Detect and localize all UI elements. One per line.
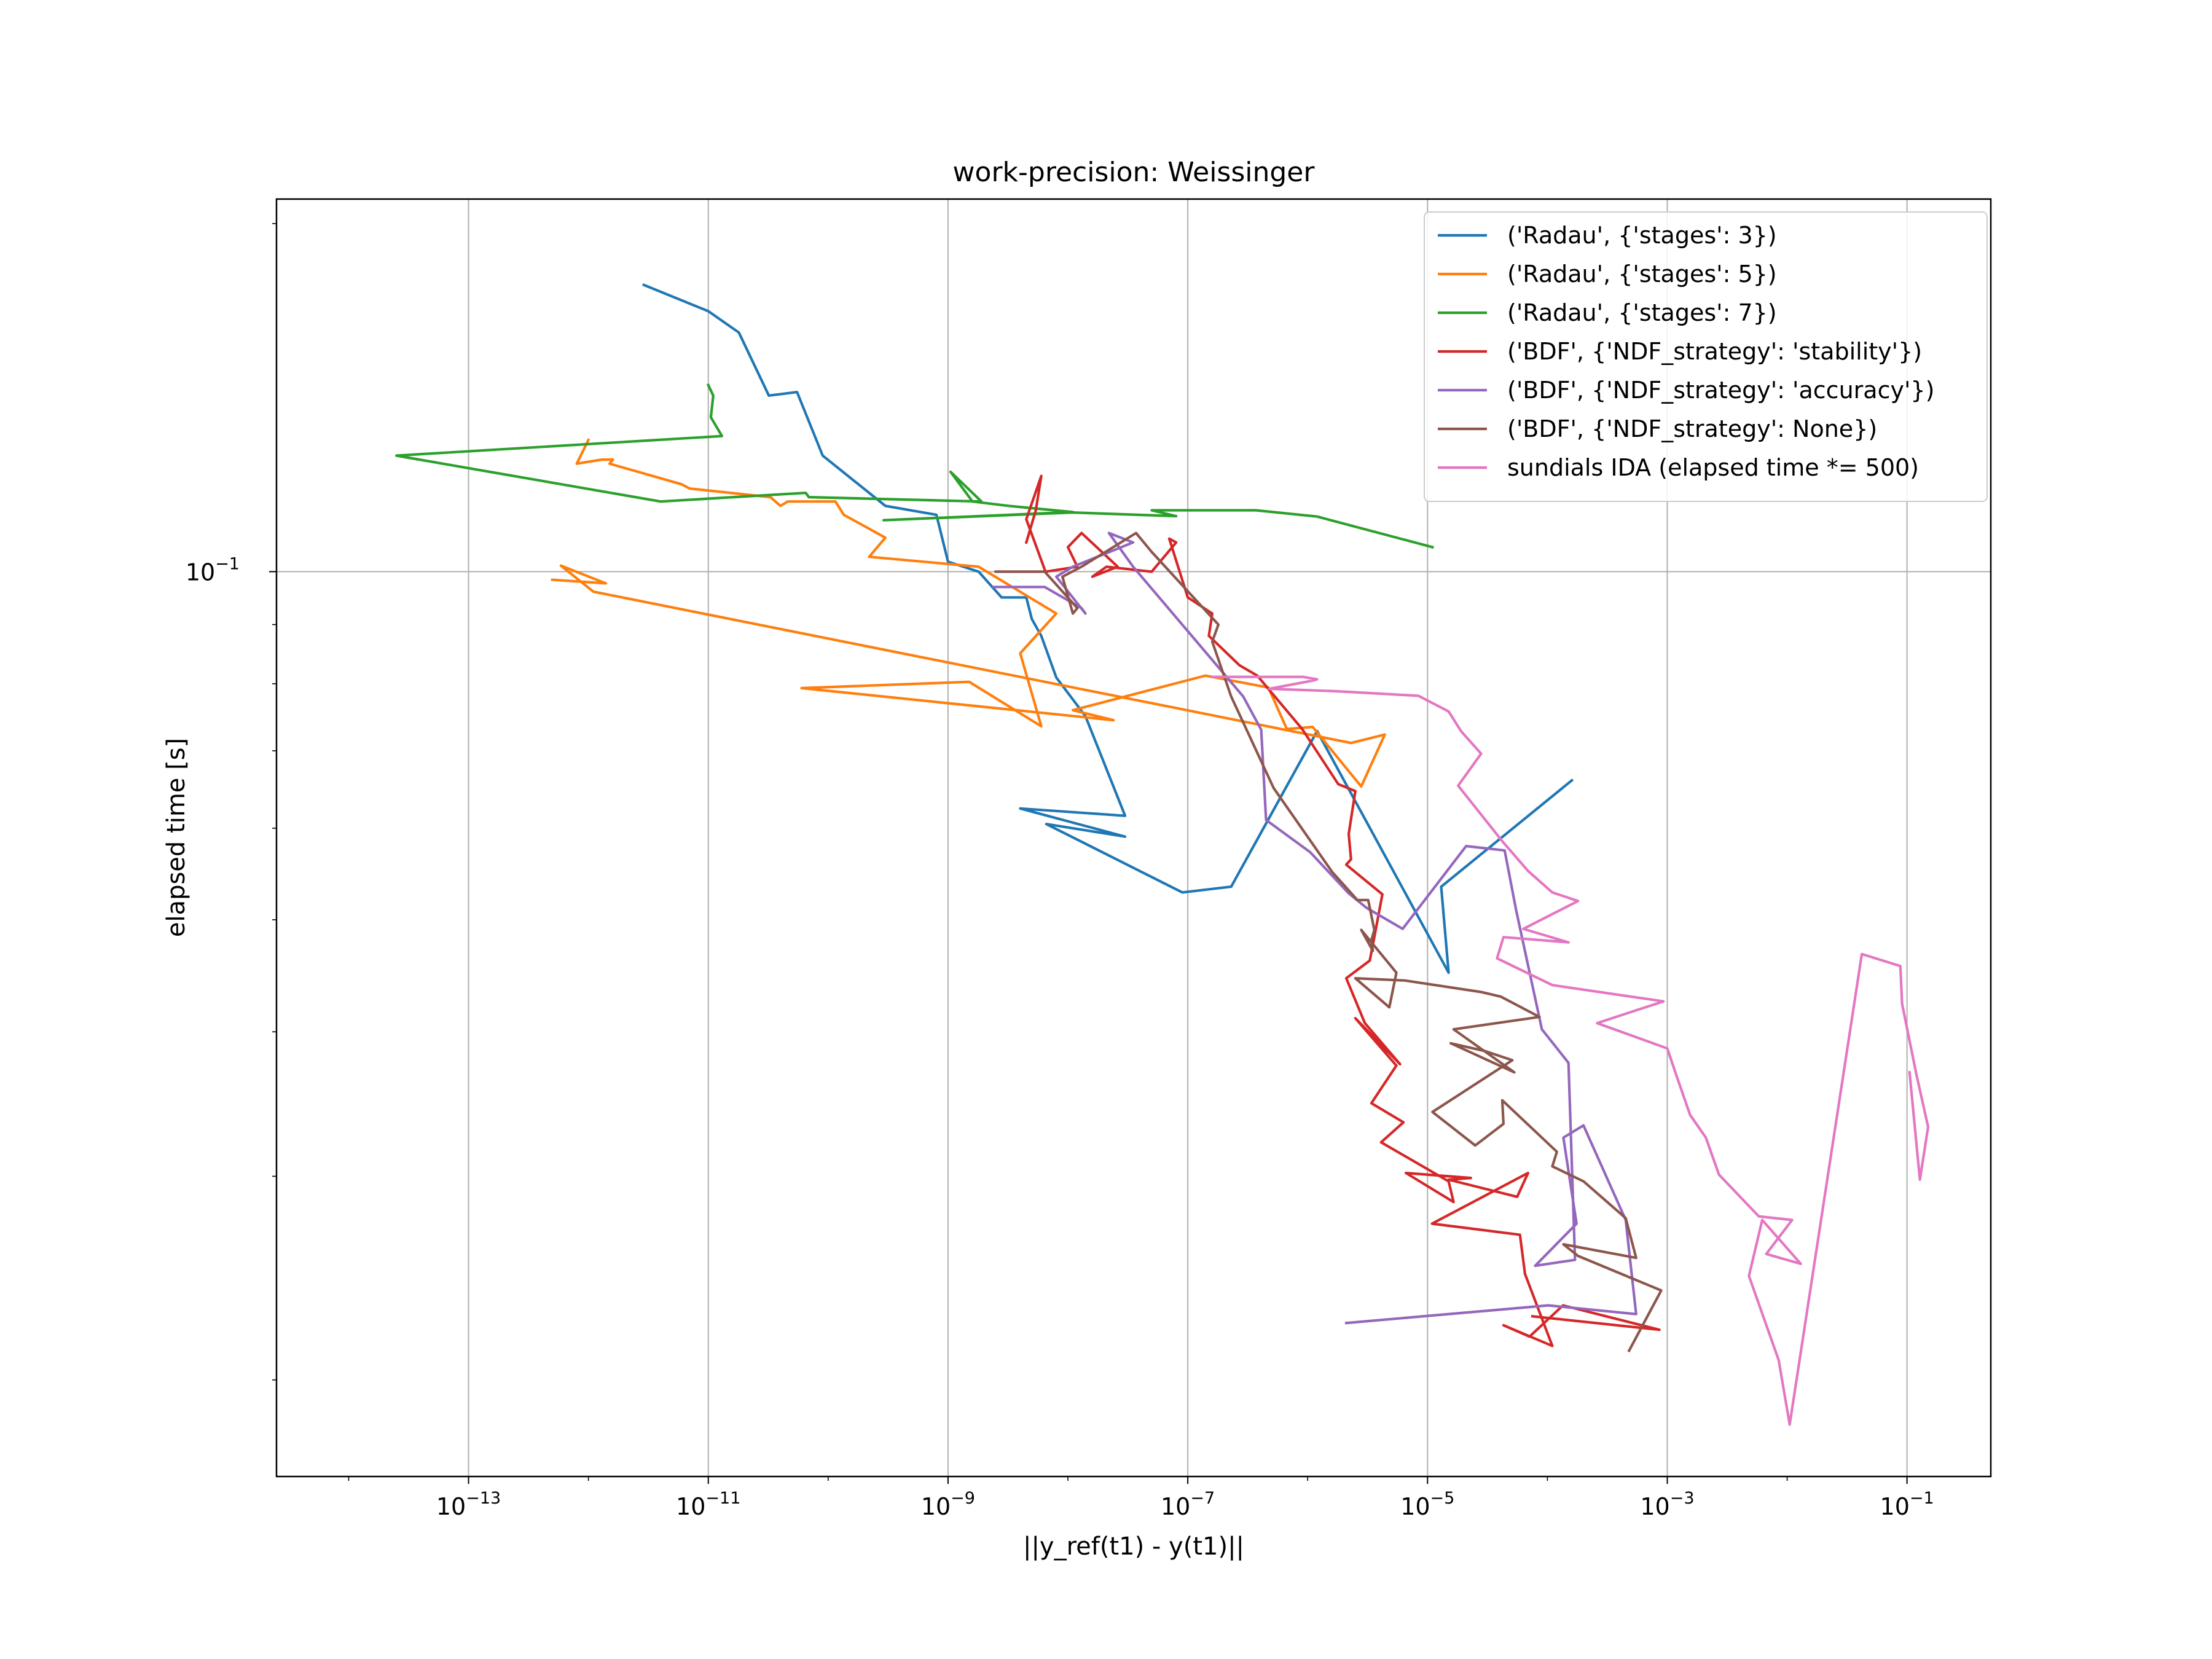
chart-title: work-precision: Weissinger [953,157,1316,188]
series-line-7 [1210,675,1930,1426]
legend-entry-label: ('Radau', {'stages': 7}) [1507,299,1777,326]
x-axis-label: ||y_ref(t1) - y(t1)|| [1023,1532,1244,1561]
legend-entry-label: ('BDF', {'NDF_strategy': 'stability'}) [1507,338,1922,365]
legend-entry-label: sundials IDA (elapsed time *= 500) [1507,454,1919,481]
legend-entry-label: ('Radau', {'stages': 3}) [1507,222,1777,249]
series-lines [394,283,1930,1426]
x-tick-label: 10−7 [1161,1489,1215,1520]
plot-frame [275,198,1992,1478]
series-line-2 [551,438,1386,788]
y-axis-label: elapsed time [s] [162,738,190,937]
legend: ('Radau', {'stages': 3}) ('Radau', {'stag… [1424,211,1988,502]
series-line-3 [394,383,1434,549]
series-line-6 [994,531,1663,1353]
legend-entry-label: ('Radau', {'stages': 5}) [1507,261,1777,288]
legend-box [1424,211,1988,502]
series-line-5 [992,531,1637,1325]
series-line-1 [642,283,1574,975]
legend-entry-label: ('BDF', {'NDF_strategy': None}) [1507,415,1877,442]
legend-entry-label: ('BDF', {'NDF_strategy': 'accuracy'}) [1507,377,1934,404]
